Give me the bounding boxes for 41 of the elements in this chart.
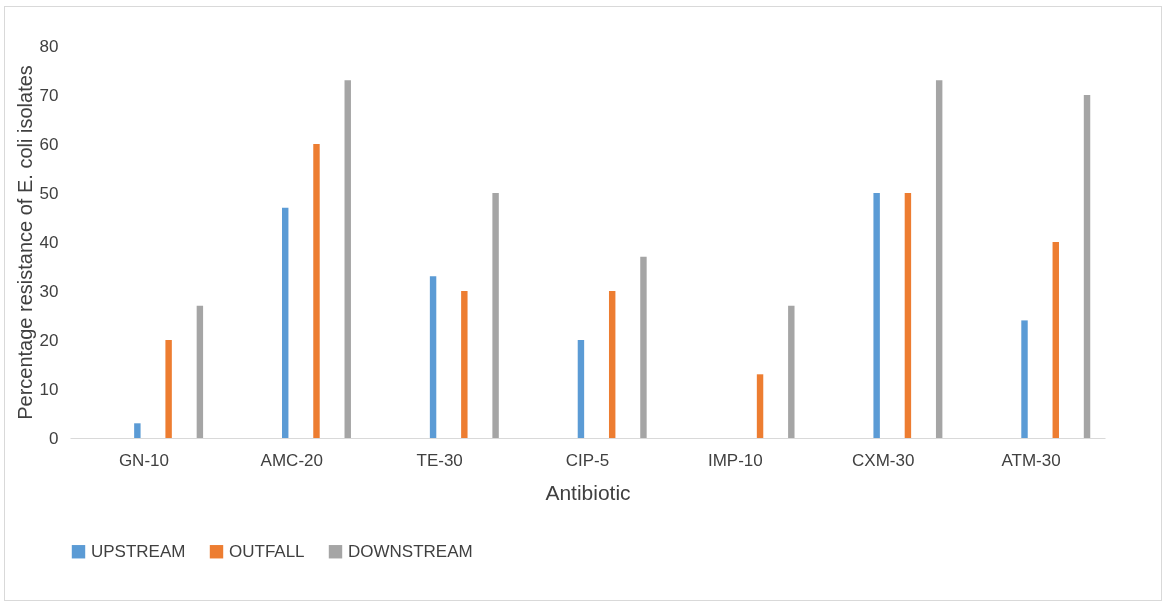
- legend-label: DOWNSTREAM: [348, 541, 473, 561]
- bar: [429, 276, 437, 438]
- bar: [1083, 95, 1091, 438]
- bar: [935, 80, 943, 438]
- bar: [788, 305, 795, 438]
- x-tick-label: IMP-10: [707, 450, 763, 470]
- x-axis-title: Antibiotic: [545, 480, 631, 504]
- y-tick-label: 40: [39, 232, 59, 252]
- bar: [165, 340, 172, 438]
- y-tick-label: 70: [39, 85, 59, 105]
- bar: [756, 374, 764, 438]
- x-tick-label: AMC-20: [260, 450, 323, 470]
- bar: [640, 256, 647, 438]
- legend-label: OUTFALL: [229, 541, 305, 561]
- bar: [313, 144, 320, 438]
- x-tick-label: CIP-5: [565, 450, 610, 470]
- bar: [1021, 320, 1028, 438]
- x-tick-label: GN-10: [118, 450, 169, 470]
- bar: [344, 80, 351, 438]
- bar: [1052, 242, 1059, 438]
- bar: [904, 193, 912, 438]
- bar: [134, 423, 141, 438]
- bar: [873, 193, 880, 438]
- bar: [492, 193, 499, 438]
- bar: [196, 305, 204, 438]
- legend-label: UPSTREAM: [91, 541, 186, 561]
- bar: [608, 291, 616, 438]
- x-tick-label: CXM-30: [852, 450, 915, 470]
- bar: [577, 340, 585, 438]
- y-tick-label: 10: [39, 379, 59, 399]
- y-tick-label: 0: [49, 428, 59, 448]
- bar: [461, 291, 468, 438]
- y-axis-title: Percentage resistance of E. coli isolates: [13, 65, 36, 420]
- x-tick-label: ATM-30: [1001, 450, 1061, 470]
- y-tick-label: 50: [39, 183, 59, 203]
- y-tick-label: 60: [39, 134, 59, 154]
- y-tick-label: 20: [39, 330, 59, 350]
- y-tick-label: 30: [39, 281, 59, 301]
- bar: [282, 207, 289, 438]
- y-tick-label: 80: [39, 36, 59, 56]
- x-tick-label: TE-30: [416, 450, 463, 470]
